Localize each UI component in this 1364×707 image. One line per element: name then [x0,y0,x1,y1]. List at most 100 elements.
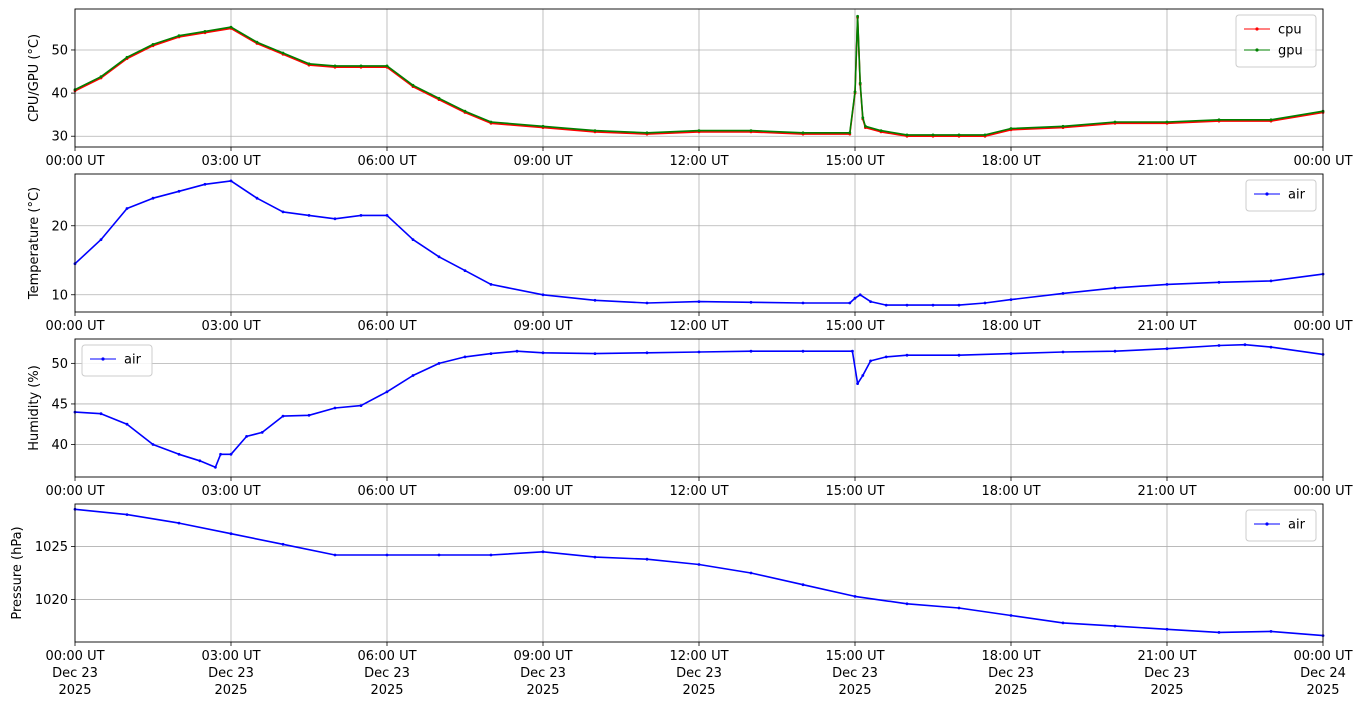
data-point-gpu [593,129,597,133]
x-tick-label: 06:00 UT [357,154,416,169]
data-point-gpu [541,124,545,128]
data-point-gpu [905,133,909,137]
data-point-air [177,452,181,456]
data-point-air [749,349,753,353]
series-line-air [74,343,1324,469]
data-point-air [99,412,103,416]
x-tick-label: 00:00 UT [1293,319,1352,334]
data-point-gpu [848,131,852,135]
data-point-air [884,303,888,307]
data-point-air [869,359,872,363]
data-point-air [1243,343,1247,347]
x-tick-label: 21:00 UT [1137,484,1196,499]
x-tick-label: 15:00 UT [825,154,884,169]
data-point-air [214,465,217,469]
data-point-gpu [99,75,103,79]
data-point-gpu [437,96,441,100]
data-point-air [489,352,493,355]
data-point-gpu [645,131,649,135]
legend-label-gpu: gpu [1278,44,1303,59]
data-point-air [385,390,389,394]
x-tick-label: 09:00 UT [513,319,572,334]
x-tick-label: 06:00 UT [357,319,416,334]
x-tick-label: 03:00 UT [201,154,260,169]
x-tick-label: 12:00 UT Dec 23 2025 [669,649,728,698]
data-point-air [645,557,649,561]
x-tick-label: 18:00 UT [981,154,1040,169]
data-point-gpu [801,131,805,135]
x-tick-label: 00:00 UT Dec 24 2025 [1293,649,1352,698]
data-point-air [1009,298,1013,301]
data-point-air [749,300,753,304]
data-point-air [203,182,207,186]
data-point-air [541,293,545,297]
data-point-air [307,413,311,417]
data-point-gpu [697,129,701,133]
legend-label-air: air [124,353,142,368]
data-point-air [281,210,285,214]
y-axis-label: Humidity (%) [27,365,42,451]
data-point-air [177,189,181,193]
data-point-air [359,404,363,407]
data-point-gpu [255,40,259,44]
legend-marker-air [101,357,105,361]
data-point-air [905,602,909,606]
x-tick-label: 00:00 UT [45,319,104,334]
data-point-gpu [1269,118,1273,122]
x-tick-label: 15:00 UT [825,319,884,334]
data-point-air [229,179,233,183]
data-point-air [1061,350,1065,354]
data-point-air [593,298,597,302]
data-point-air [851,349,854,353]
data-point-air [1269,345,1273,349]
data-point-air [541,550,545,554]
data-point-air [697,563,701,566]
subplot-1: 30 40 50 00:00 UT 03:00 UT 06:00 UT 09:00 UT 12… [27,8,1353,169]
data-point-air [1113,286,1117,290]
data-point-air [198,459,202,463]
data-point-gpu [864,124,867,128]
x-tick-label: 12:00 UT [669,484,728,499]
data-point-air [593,555,597,559]
data-point-air [697,300,701,303]
legend-box [1245,509,1317,542]
legend-box [1245,179,1317,212]
data-point-gpu [151,43,155,46]
data-point-air [848,301,852,305]
y-tick-label: 40 [51,438,68,453]
x-tick-label: 00:00 UT [45,154,104,169]
x-tick-label: 18:00 UT Dec 23 2025 [981,649,1040,698]
x-tick-label: 21:00 UT [1137,319,1196,334]
x-tick-label: 09:00 UT Dec 23 2025 [513,649,572,698]
data-point-air [856,382,859,385]
x-tick-label: 18:00 UT [981,484,1040,499]
data-point-air [281,414,285,418]
y-axis-label: Pressure (hPa) [10,526,25,619]
data-point-air [905,303,909,307]
y-axis-label: Temperature (°C) [27,187,42,300]
data-point-air [489,553,493,557]
data-point-air [1009,352,1013,355]
data-point-air [853,296,857,300]
data-point-air [861,374,865,377]
data-point-gpu [281,51,285,55]
data-point-gpu [463,109,467,113]
data-point-gpu [879,129,883,133]
legend-label-air: air [1288,518,1306,533]
data-point-air [437,255,441,259]
data-point-air [411,374,415,377]
data-point-gpu [931,133,935,137]
data-point-air [281,542,285,546]
data-point-air [333,553,337,557]
data-point-air [697,350,701,354]
data-point-air [1009,614,1013,617]
data-point-air [255,196,259,200]
x-tick-label: 06:00 UT Dec 23 2025 [357,649,416,698]
data-point-gpu [983,133,987,137]
x-tick-label: 12:00 UT [669,154,728,169]
subplot-3: 40 45 50 00:00 UT 03:00 UT 06:00 UT 09:00 UT 12… [27,338,1353,499]
legend-marker-air [1265,192,1269,196]
subplot-4: 1020 1025 00:00 UT Dec 23 2025 03:00 UT Dec 23… [10,503,1353,698]
data-point-air [1113,624,1117,628]
